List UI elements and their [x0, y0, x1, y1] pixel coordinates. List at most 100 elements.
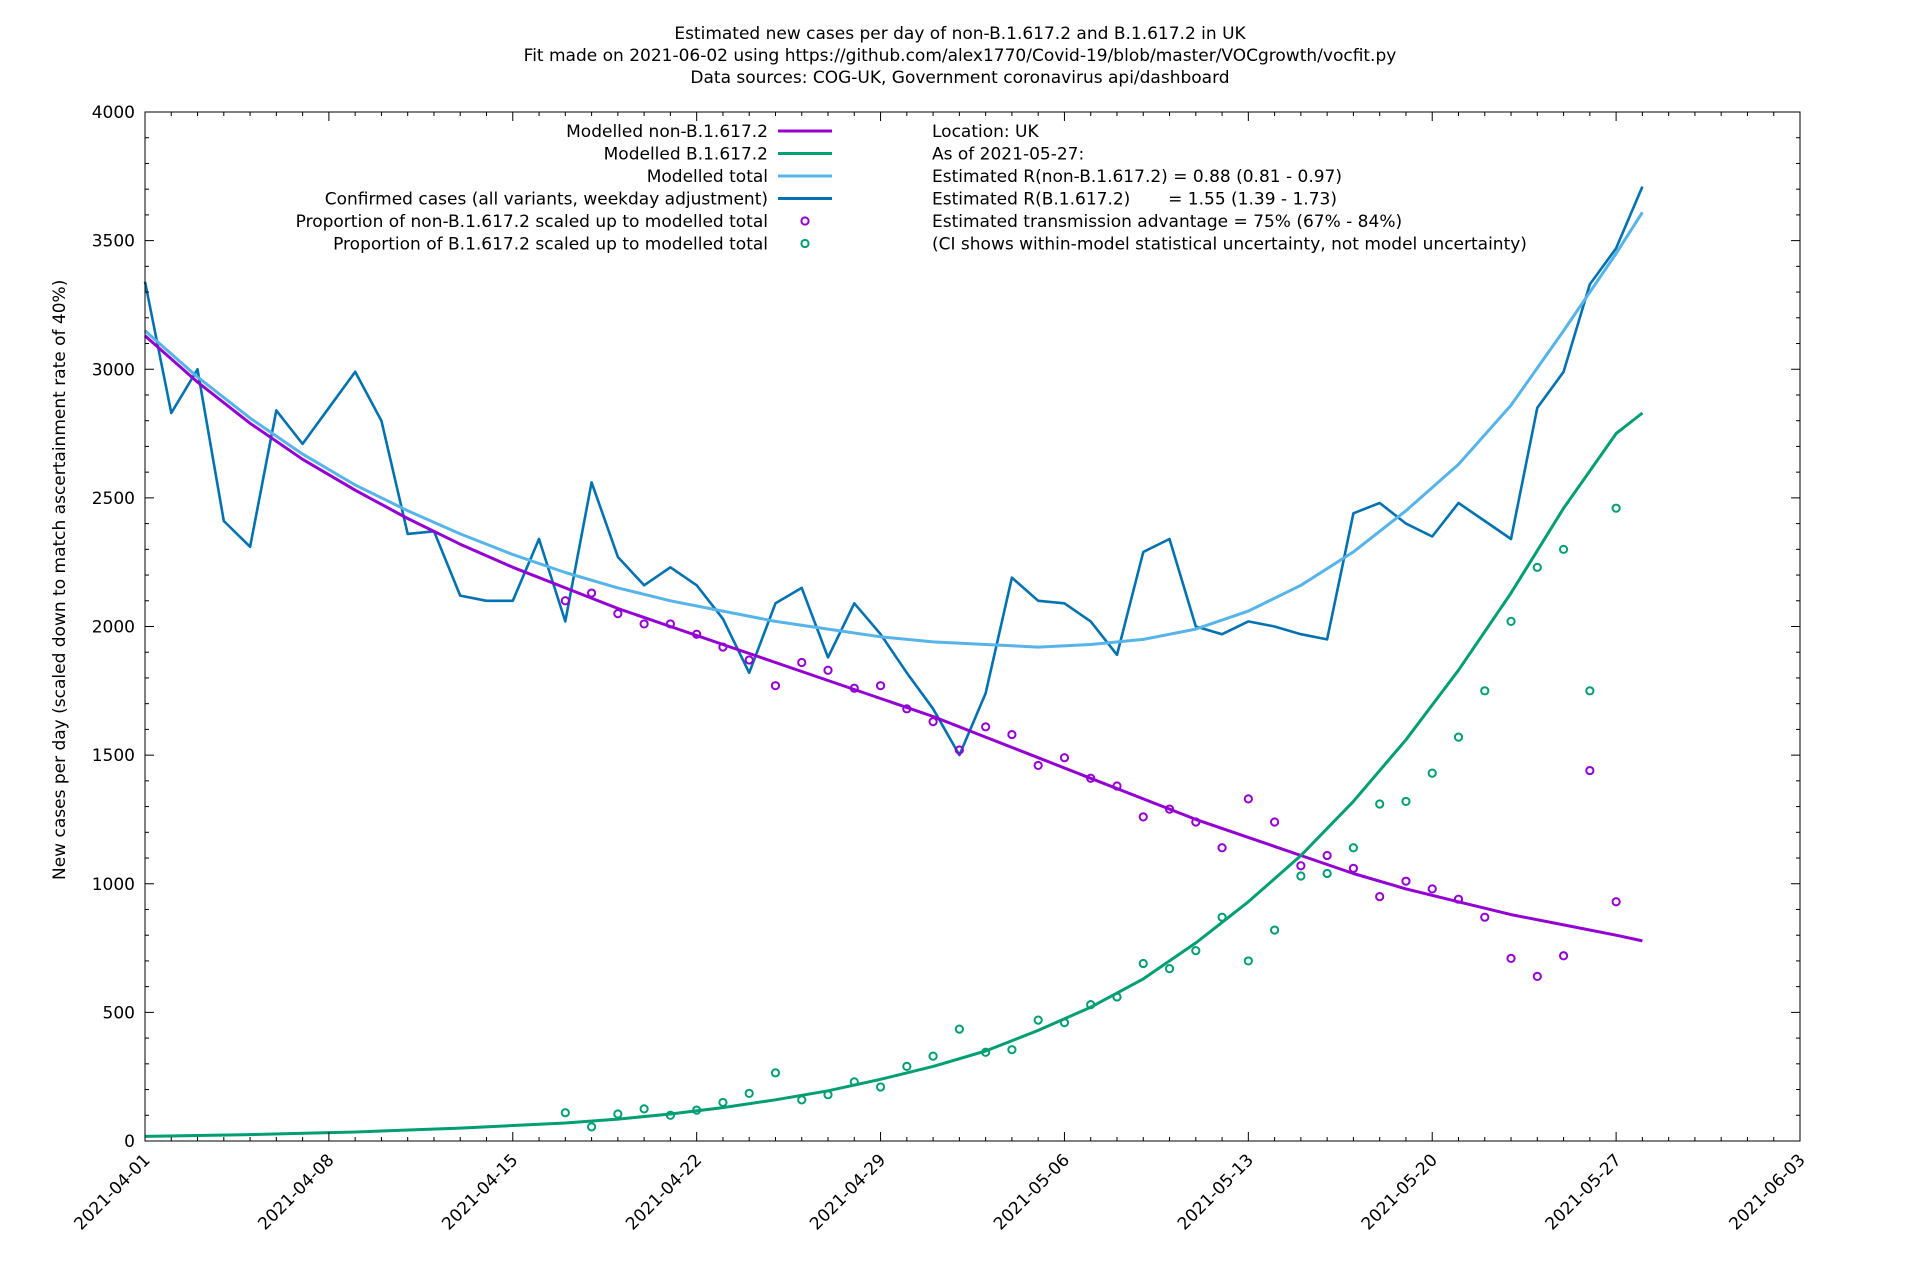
scatter-point-series-5: [1558, 544, 1569, 554]
scatter-point-series-5: [1375, 799, 1385, 809]
y-tick-label: 0: [124, 1132, 135, 1152]
legend-label: Modelled total: [647, 167, 768, 187]
scatter-point-series-5: [1033, 1015, 1043, 1025]
scatter-point-series-4: [1112, 781, 1122, 791]
chart-title-line-2: Fit made on 2021-06-02 using https://git…: [523, 46, 1397, 66]
legend-label: Modelled B.1.617.2: [604, 145, 768, 165]
scatter-point-series-4: [1375, 892, 1385, 902]
scatter-point-series-4: [1532, 971, 1542, 981]
scatter-point-series-4: [1480, 912, 1490, 922]
y-tick-label: 500: [103, 1003, 135, 1023]
scatter-point-series-5: [744, 1088, 754, 1099]
annotation-line: Estimated R(non-B.1.617.2) = 0.88 (0.81 …: [932, 167, 1342, 187]
scatter-point-series-4: [665, 619, 675, 629]
scatter-point-series-5: [770, 1068, 781, 1078]
scatter-point-series-5: [954, 1024, 964, 1034]
scatter-point-series-5: [1112, 992, 1122, 1002]
scatter-point-series-5: [560, 1108, 570, 1118]
chart-title-line-3: Data sources: COG-UK, Government coronav…: [690, 68, 1230, 88]
scatter-point-series-4: [875, 681, 886, 691]
x-tick-label: 2021-05-06: [990, 1150, 1074, 1234]
scatter-point-series-5: [1506, 616, 1516, 626]
scatter-point-series-5: [1585, 686, 1595, 696]
scatter-point-series-5: [1611, 503, 1621, 513]
scatter-point-series-5: [1480, 686, 1490, 696]
scatter-point-series-5: [875, 1082, 886, 1092]
scatter-point-series-4: [1401, 876, 1411, 886]
annotation-line: As of 2021-05-27:: [932, 145, 1084, 165]
scatter-point-series-4: [1322, 850, 1332, 861]
x-tick-label: 2021-05-20: [1358, 1150, 1442, 1234]
scatter-point-series-4: [1611, 897, 1621, 907]
scatter-point-series-5: [981, 1047, 991, 1057]
scatter-point-series-4: [1243, 794, 1253, 804]
scatter-point-series-5: [1164, 964, 1175, 974]
scatter-point-series-4: [639, 619, 649, 629]
y-tick-label: 3000: [92, 360, 135, 380]
x-tick-label: 2021-04-15: [438, 1150, 522, 1234]
scatter-point-series-5: [613, 1109, 623, 1119]
scatter-point-series-4: [1086, 773, 1096, 783]
scatter-point-series-5: [928, 1051, 938, 1061]
scatter-point-series-5: [1296, 871, 1306, 881]
scatter-point-series-4: [1164, 804, 1175, 814]
legend-swatch-marker: [800, 216, 810, 226]
series-line-2: [144, 211, 1644, 649]
legend-label: Confirmed cases (all variants, weekday a…: [325, 190, 768, 210]
scatter-point-series-5: [1191, 946, 1201, 956]
y-tick-label: 1500: [92, 746, 135, 766]
scatter-point-series-4: [1191, 817, 1201, 827]
y-tick-label: 1000: [92, 875, 135, 895]
scatter-point-series-5: [1086, 1000, 1096, 1010]
scatter-point-series-4: [1270, 817, 1280, 827]
scatter-point-series-5: [1007, 1045, 1017, 1055]
scatter-point-series-5: [665, 1110, 675, 1120]
scatter-point-series-4: [1427, 884, 1437, 894]
scatter-point-series-4: [692, 629, 702, 639]
scatter-point-series-5: [1322, 868, 1332, 879]
scatter-point-series-4: [1059, 753, 1070, 763]
annotation-line: (CI shows within-model statistical uncer…: [932, 235, 1527, 255]
scatter-point-series-4: [1585, 765, 1595, 776]
scatter-point-series-5: [1270, 925, 1280, 935]
scatter-point-series-5: [1243, 956, 1253, 966]
x-tick-label: 2021-04-29: [806, 1150, 890, 1234]
scatter-point-series-4: [1506, 953, 1516, 963]
scatter-point-series-4: [849, 683, 859, 693]
x-tick-label: 2021-04-08: [254, 1150, 338, 1234]
scatter-point-series-4: [560, 596, 570, 606]
scatter-point-series-5: [1059, 1018, 1070, 1028]
scatter-point-series-4: [1348, 863, 1359, 873]
scatter-point-series-5: [1217, 912, 1227, 922]
scatter-point-series-4: [586, 588, 597, 598]
chart-title-line-1: Estimated new cases per day of non-B.1.6…: [674, 24, 1246, 44]
scatter-point-series-5: [902, 1061, 912, 1071]
series-line-3: [143, 186, 1644, 757]
scatter-point-series-5: [1427, 768, 1437, 778]
scatter-point-series-4: [770, 681, 781, 691]
scatter-point-series-4: [1217, 843, 1227, 853]
scatter-point-series-4: [744, 655, 754, 665]
annotation-line: Estimated R(B.1.617.2) = 1.55 (1.39 - 1.…: [932, 190, 1337, 210]
annotation-line: Location: UK: [932, 122, 1039, 142]
scatter-point-series-4: [718, 642, 728, 652]
legend: Modelled non-B.1.617.2 Modelled B.1.617.2…: [296, 122, 832, 255]
scatter-point-series-4: [1138, 812, 1148, 822]
scatter-point-series-4: [613, 609, 623, 619]
scatter-point-series-4: [1558, 951, 1569, 961]
scatter-point-series-5: [1348, 843, 1359, 853]
scatter-point-series-5: [1401, 796, 1411, 807]
scatter-point-series-5: [1453, 732, 1464, 742]
scatter-point-series-4: [1007, 729, 1017, 740]
scatter-point-series-5: [586, 1122, 597, 1132]
scatter-point-series-4: [1453, 894, 1464, 904]
scatter-point-series-5: [718, 1097, 728, 1108]
scatter-point-series-4: [1033, 760, 1043, 771]
scatter-point-series-4: [823, 665, 833, 675]
legend-label: Proportion of B.1.617.2 scaled up to mod…: [333, 235, 768, 255]
y-tick-label: 2500: [92, 489, 135, 509]
scatter-point-series-5: [639, 1104, 649, 1114]
legend-label: Modelled non-B.1.617.2: [566, 122, 768, 142]
